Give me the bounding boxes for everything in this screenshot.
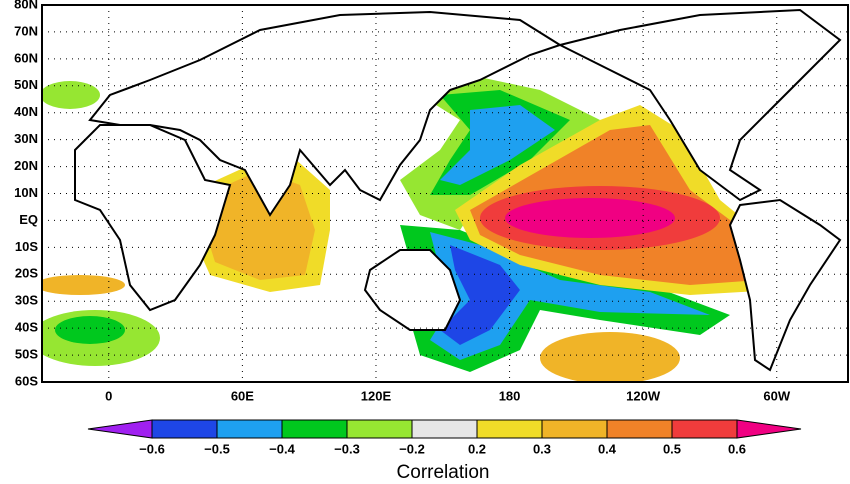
- south-america: [728, 198, 842, 372]
- correlation-field: [42, 8, 842, 382]
- colorbar-label: Correlation: [397, 462, 490, 483]
- lat-tick-label: 10S: [15, 239, 38, 254]
- lat-tick-label: 70N: [14, 23, 38, 38]
- colorbar-segment: [216, 419, 283, 439]
- lat-tick-label: EQ: [19, 212, 38, 227]
- field-positive-s-atlantic: [42, 275, 125, 295]
- colorbar-segment: [476, 419, 543, 439]
- colorbar-segment: [151, 419, 218, 439]
- lat-tick-label: 60N: [14, 50, 38, 65]
- field-negative-s-pacific-core: [430, 232, 710, 360]
- lon-tick-label: 0: [105, 388, 112, 403]
- field-negative-nw-pacific-blue: [440, 105, 555, 185]
- colorbar-tick-label: −0.2: [399, 441, 425, 456]
- colorbar-tick-label: 0.4: [598, 441, 617, 456]
- lat-tick-label: 40N: [14, 104, 38, 119]
- lat-tick-label: 30N: [14, 131, 38, 146]
- lat-tick-label: 80N: [14, 0, 38, 11]
- colorbar-segment: [541, 419, 608, 439]
- colorbar-tick-label: −0.5: [204, 441, 230, 456]
- field-negative-s-indian-core: [55, 316, 125, 344]
- field-negative-s-pacific-blue: [440, 245, 520, 345]
- colorbar-segment: [346, 419, 413, 439]
- colorbar-segment: [281, 419, 348, 439]
- lat-tick-label: 10N: [14, 185, 38, 200]
- africa: [74, 124, 232, 312]
- colorbar-tick-label: 0.3: [533, 441, 551, 456]
- lat-tick-label: 20S: [15, 266, 38, 281]
- colorbar-tick-label: 0.2: [468, 441, 486, 456]
- field-positive-pacific-core: [505, 198, 675, 238]
- colorbar-tick-label: −0.4: [269, 441, 295, 456]
- colorbar-segment: [411, 419, 478, 439]
- lon-tick-label: 60E: [231, 388, 254, 403]
- colorbar-tick-label: −0.3: [334, 441, 360, 456]
- colorbar-tick-label: 0.6: [728, 441, 746, 456]
- lon-tick-label: 120E: [361, 388, 392, 403]
- lon-tick-label: 120W: [626, 388, 661, 403]
- lon-tick-label: 180: [499, 388, 521, 403]
- lat-tick-label: 50N: [14, 77, 38, 92]
- lat-tick-label: 30S: [15, 293, 38, 308]
- lon-tick-label: 60W: [763, 388, 790, 403]
- field-positive-s-pacific: [540, 332, 680, 382]
- eurasia: [88, 10, 563, 217]
- colorbar-extension-low: [87, 419, 153, 439]
- australia: [363, 249, 462, 331]
- colorbar-tick-label: −0.6: [139, 441, 165, 456]
- lat-tick-label: 40S: [15, 320, 38, 335]
- north-america: [557, 8, 842, 202]
- colorbar-tick-label: 0.5: [663, 441, 681, 456]
- colorbar-segment: [606, 419, 673, 439]
- lat-tick-label: 60S: [15, 373, 38, 388]
- field-negative-n-atlantic: [42, 81, 100, 109]
- colorbar-extension-high: [736, 419, 802, 439]
- field-positive-indian-core: [205, 170, 315, 280]
- lat-tick-label: 20N: [14, 158, 38, 173]
- colorbar-segment: [671, 419, 738, 439]
- lat-tick-label: 50S: [15, 347, 38, 362]
